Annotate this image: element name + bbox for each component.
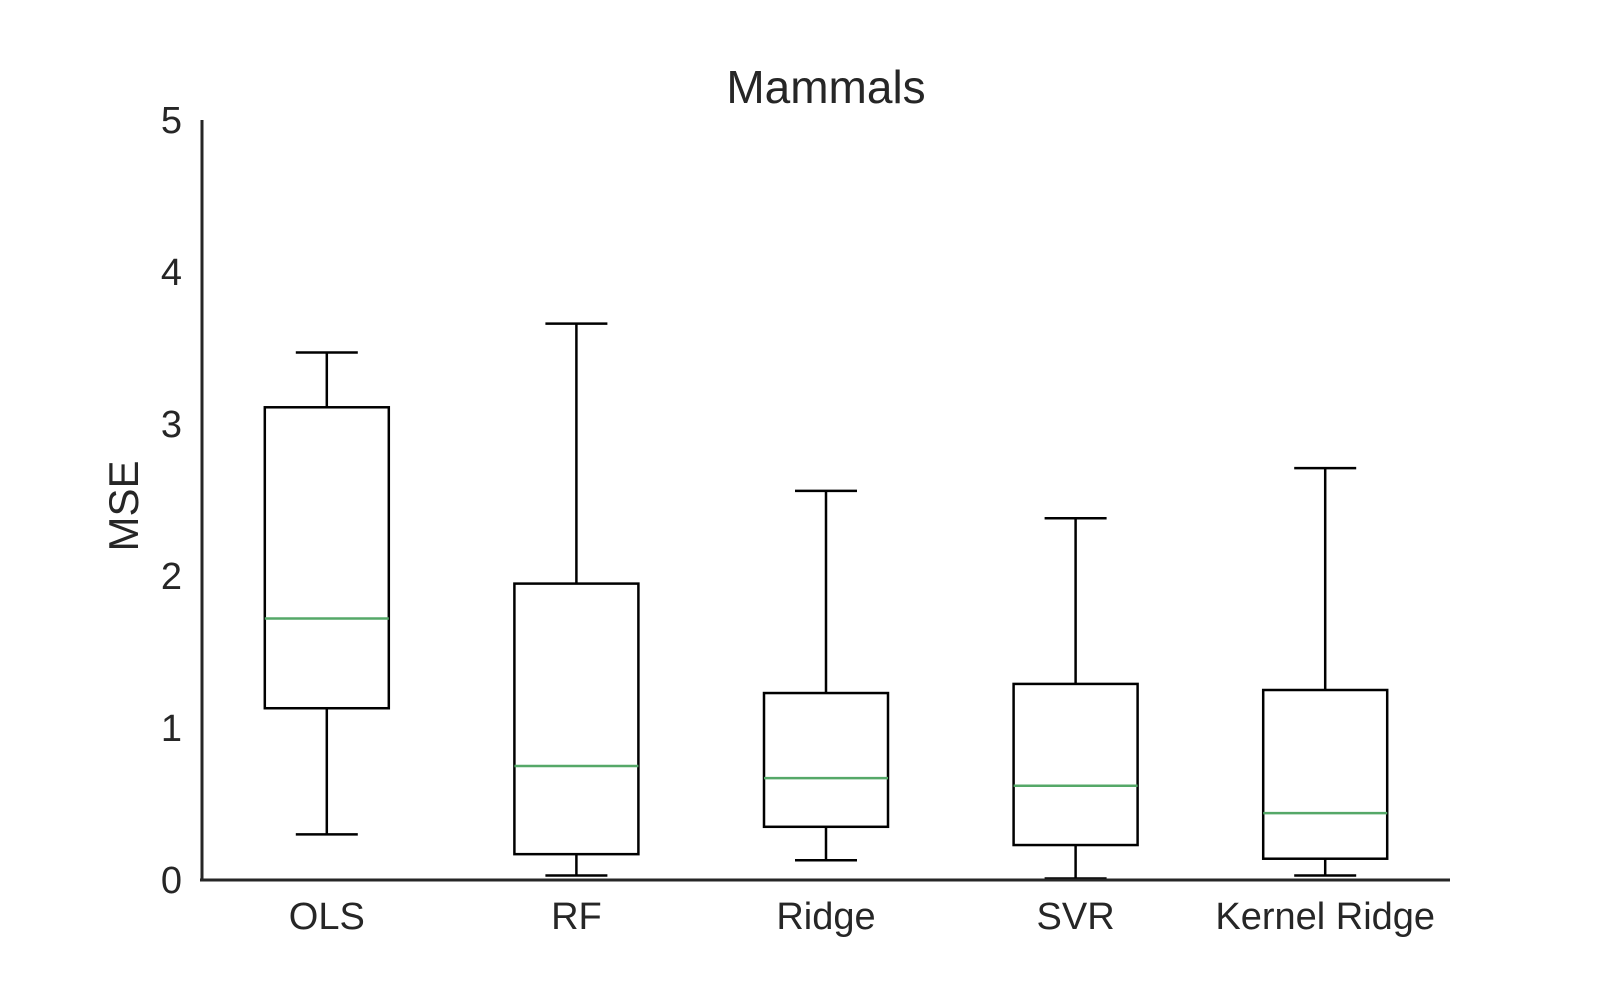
x-tick-label: Kernel Ridge	[1215, 896, 1435, 938]
y-axis-label: MSE	[100, 460, 147, 551]
y-tick-label: 0	[161, 860, 182, 902]
y-tick-labels: 0 1 2 3 4 5	[161, 100, 182, 902]
iqr-box	[1261, 688, 1389, 860]
iqr-box	[263, 406, 391, 710]
y-tick-label: 5	[161, 100, 182, 142]
box-group	[762, 489, 890, 862]
box-group	[263, 351, 391, 836]
chart-title: Mammals	[726, 61, 925, 113]
x-tick-label: OLS	[289, 896, 365, 938]
box-group	[1261, 466, 1389, 877]
iqr-box	[513, 582, 640, 856]
y-tick-label: 4	[161, 252, 182, 294]
x-tick-label: RF	[551, 896, 602, 938]
iqr-box	[762, 691, 890, 829]
box-group	[1012, 516, 1139, 880]
box-group	[513, 322, 640, 877]
x-tick-labels: OLS RF Ridge SVR Kernel Ridge	[289, 896, 1435, 938]
y-tick-label: 2	[161, 556, 182, 598]
y-tick-label: 1	[161, 708, 182, 750]
x-tick-label: SVR	[1037, 896, 1115, 938]
box-plots	[263, 322, 1389, 880]
x-tick-label: Ridge	[776, 896, 875, 938]
y-tick-label: 3	[161, 404, 182, 446]
iqr-box	[1012, 682, 1139, 847]
